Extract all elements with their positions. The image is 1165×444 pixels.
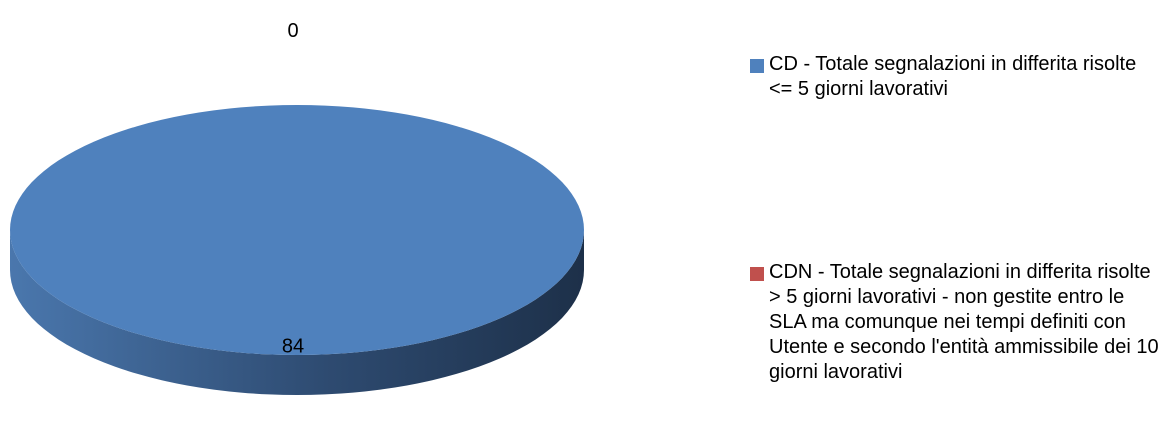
legend-item-cd: CD - Totale segnalazioni in differita ri…	[750, 52, 1160, 102]
data-label-0: 84	[282, 336, 304, 358]
legend-item-cdn: CDN - Totale segnalazioni in differita r…	[750, 260, 1160, 385]
pie-slice-side-0	[10, 230, 584, 395]
data-label-1: 0	[287, 20, 298, 42]
legend-swatch-cdn	[750, 267, 764, 281]
pie-slices	[10, 105, 584, 395]
legend-label-cd: CD - Totale segnalazioni in differita ri…	[769, 53, 1137, 100]
legend-label-cdn: CDN - Totale segnalazioni in differita r…	[769, 261, 1159, 383]
pie-chart: 84 0	[10, 20, 584, 395]
legend-swatch-cd	[750, 59, 764, 73]
pie-data-labels: 84 0	[282, 20, 304, 358]
pie-slice-0	[10, 105, 584, 355]
